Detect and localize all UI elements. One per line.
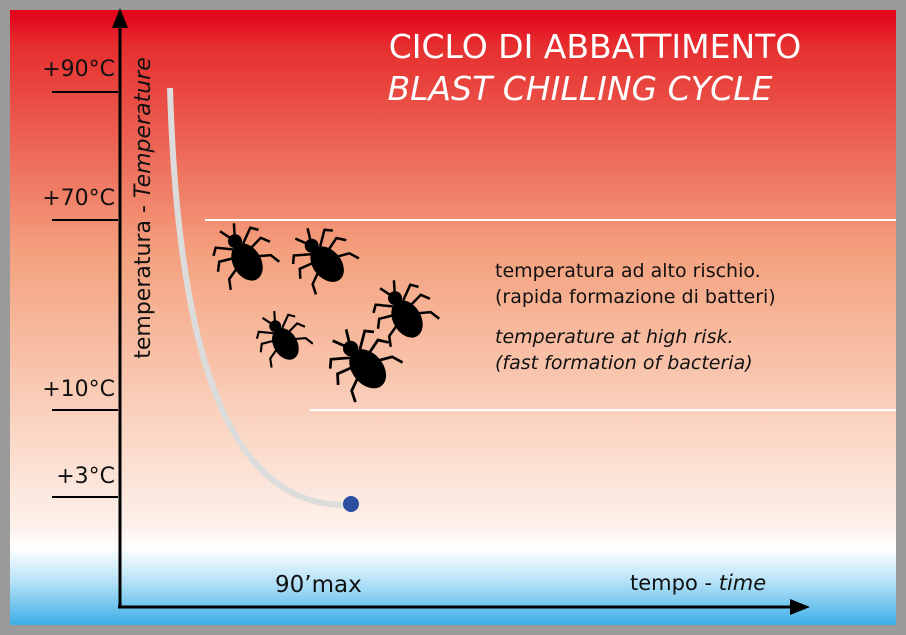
label-text: Temperature [131, 57, 156, 198]
level-label: +10°C [42, 377, 115, 402]
x-axis-label: tempo - time [630, 571, 766, 595]
background [10, 10, 896, 625]
end-point [343, 496, 359, 512]
level-label: +70°C [42, 186, 115, 211]
level-label: +3°C [56, 464, 115, 489]
risk-text: temperature at high risk. [495, 326, 734, 348]
y-axis-label: temperatura - Temperature [131, 57, 156, 359]
title: CICLO DI ABBATTIMENTO [389, 27, 802, 66]
risk-text: (rapida formazione di batteri) [495, 286, 776, 308]
x-arrow [790, 599, 810, 615]
duration-label: 90’max [275, 572, 362, 598]
risk-text: temperatura ad alto rischio. [495, 260, 761, 282]
cooling-curve [167, 87, 346, 508]
level-label: +90°C [42, 57, 115, 82]
label-text: temperatura - [131, 198, 156, 359]
label-text: tempo - [630, 571, 719, 595]
subtitle: BLAST CHILLING CYCLE [388, 69, 773, 108]
risk-text: (fast formation of bacteria) [495, 352, 753, 374]
label-text: time [719, 571, 766, 595]
y-arrow [112, 8, 128, 28]
